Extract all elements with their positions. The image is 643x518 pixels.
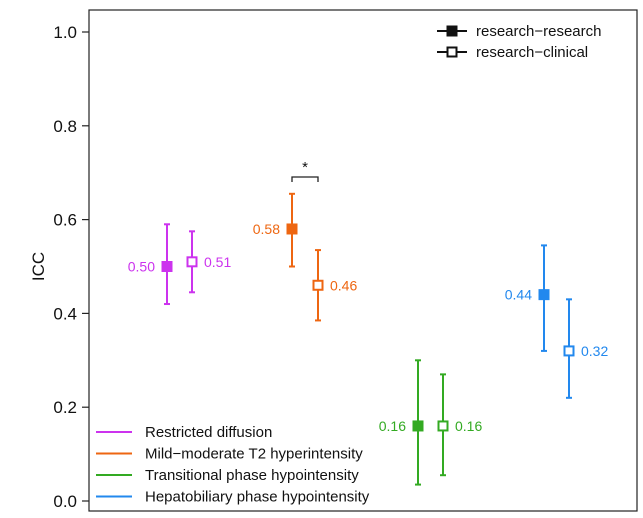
value-label: 0.16: [455, 418, 482, 434]
filled-square-marker: [286, 223, 298, 235]
open-square-marker: [563, 345, 575, 357]
y-tick-label: 0.0: [53, 492, 77, 511]
open-square-marker: [437, 420, 449, 432]
legend-label: research−research: [476, 23, 601, 40]
y-tick-label: 0.8: [53, 117, 77, 136]
filled-square-marker: [538, 289, 550, 301]
filled-square-marker: [412, 420, 424, 432]
filled-square-marker: [161, 261, 173, 272]
open-square-marker: [312, 279, 324, 291]
y-tick-label: 0.6: [53, 211, 77, 230]
data-points: 0.50 0.51 0.58 0.46 * 0.16 0.16 0.44 0.32: [128, 159, 608, 486]
significance-marker: *: [302, 159, 308, 176]
legend-label: Mild−moderate T2 hyperintensity: [145, 446, 363, 463]
filled-square-marker: [446, 25, 458, 37]
group-mild-moderate-t2-hyperintensity: 0.58 0.46 *: [253, 159, 357, 322]
comparison-legend: research−research research−clinical: [437, 23, 601, 61]
group-restricted-diffusion: 0.50 0.51: [128, 223, 231, 306]
y-tick-label: 0.4: [53, 304, 77, 323]
plot-frame: [88, 9, 638, 512]
legend-label: Hepatobiliary phase hypointensity: [145, 489, 370, 506]
significance-bracket: [291, 176, 319, 182]
legends: research−research research−clinical Restri…: [96, 23, 601, 506]
group-transitional-phase-hypointensity: 0.16 0.16: [379, 359, 482, 486]
y-axis-title: ICC: [29, 252, 48, 281]
feature-legend: Restricted diffusion Mild−moderate T2 hyp…: [96, 424, 370, 506]
axes: 0.0 0.2 0.4 0.6 0.8 1.0 ICC: [29, 9, 638, 512]
value-label: 0.44: [505, 287, 532, 303]
y-tick-label: 1.0: [53, 23, 77, 42]
legend-label: research−clinical: [476, 44, 588, 61]
value-label: 0.46: [330, 277, 357, 293]
value-label: 0.51: [204, 254, 231, 270]
y-tick-label: 0.2: [53, 398, 77, 417]
legend-label: Transitional phase hypointensity: [145, 467, 359, 484]
legend-label: Restricted diffusion: [145, 424, 272, 441]
value-label: 0.58: [253, 221, 280, 237]
value-label: 0.50: [128, 259, 155, 275]
group-hepatobiliary-phase-hypointensity: 0.44 0.32: [505, 244, 608, 399]
open-square-marker: [446, 46, 458, 58]
value-label: 0.32: [581, 343, 608, 359]
open-square-marker: [186, 256, 198, 268]
value-label: 0.16: [379, 418, 406, 434]
